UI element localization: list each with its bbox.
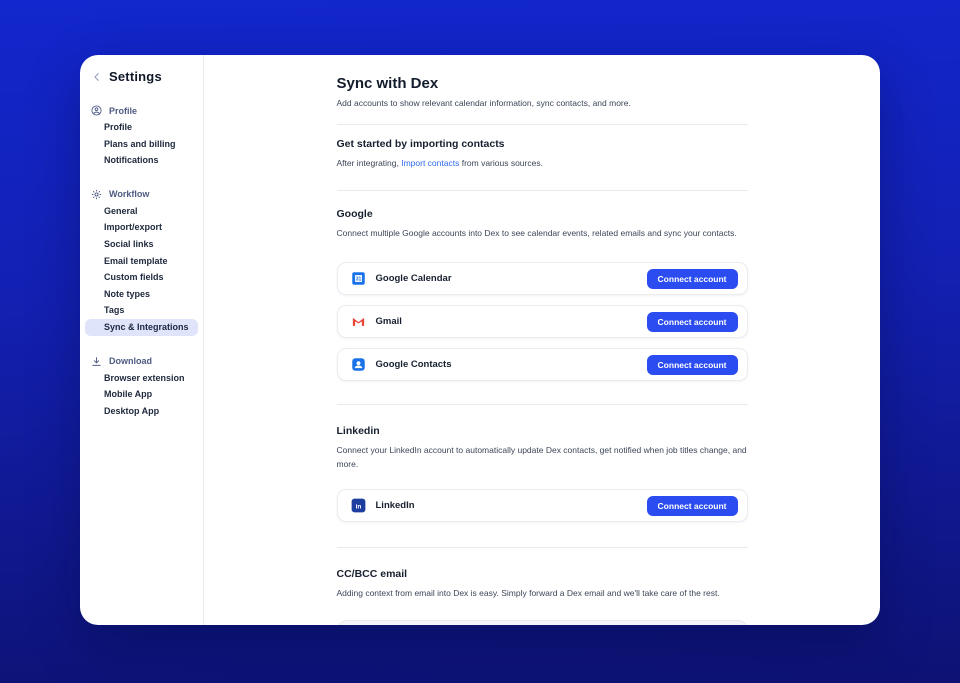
sidebar-nav: Profile Profile Plans and billing Notifi…	[80, 102, 203, 419]
linkedin-cards: in LinkedIn Connect account	[336, 489, 748, 522]
sidebar-section-label: Profile	[109, 105, 138, 116]
integration-label: Google Calendar	[375, 273, 452, 284]
sidebar-item-plans-and-billing[interactable]: Plans and billing	[104, 138, 176, 149]
sidebar-item-custom-fields[interactable]: Custom fields	[104, 272, 164, 283]
google-calendar-icon: 31	[351, 271, 366, 286]
sidebar-title: Settings	[109, 69, 162, 84]
sidebar-section-header-download: Download	[80, 353, 203, 370]
sidebar-section-label: Workflow	[109, 189, 150, 200]
svg-text:in: in	[355, 503, 361, 510]
get-started-heading: Get started by importing contacts	[336, 138, 505, 150]
google-cards: 31 Google Calendar Connect account Gmail…	[336, 262, 748, 381]
get-started-text-after: from various sources.	[459, 158, 543, 168]
linkedin-section-description: Connect your LinkedIn account to automat…	[336, 445, 747, 469]
sidebar-section-header-profile: Profile	[80, 102, 203, 119]
connect-linkedin-button[interactable]: Connect account	[646, 495, 738, 516]
sidebar-item-browser-extension[interactable]: Browser extension	[104, 372, 185, 383]
integration-label: LinkedIn	[375, 500, 415, 511]
connect-google-contacts-button[interactable]: Connect account	[646, 354, 738, 375]
sidebar-section-header-workflow: Workflow	[80, 186, 203, 203]
sidebar-item-note-types[interactable]: Note types	[104, 288, 151, 299]
page-subtitle: Add accounts to show relevant calendar i…	[336, 98, 631, 108]
sidebar-item-mobile-app[interactable]: Mobile App	[104, 389, 153, 400]
divider	[336, 547, 748, 548]
page-title: Sync with Dex	[336, 75, 439, 92]
sidebar: Settings Profile Profile Plans and billi…	[80, 55, 204, 625]
sidebar-item-general[interactable]: General	[104, 205, 138, 216]
svg-text:31: 31	[355, 277, 361, 283]
sync-settings-content: Sync with Dex Add accounts to show relev…	[336, 55, 748, 625]
integration-label: Gmail	[375, 316, 402, 327]
gear-icon	[91, 189, 102, 200]
google-section-heading: Google	[336, 207, 373, 220]
sidebar-item-notifications[interactable]: Notifications	[104, 155, 159, 166]
download-icon	[91, 356, 102, 367]
import-contacts-link[interactable]: Import contacts	[401, 158, 460, 168]
connect-google-calendar-button[interactable]: Connect account	[646, 268, 738, 289]
divider	[336, 189, 748, 191]
divider	[336, 404, 748, 405]
sidebar-section-download: Download Browser extension Mobile App De…	[80, 353, 203, 420]
sidebar-item-import-export[interactable]: Import/export	[104, 222, 163, 233]
user-circle-icon	[91, 105, 102, 116]
linkedin-card: in LinkedIn Connect account	[336, 489, 748, 522]
sidebar-item-profile[interactable]: Profile	[104, 122, 133, 132]
sidebar-section-workflow: Workflow General Import/export Social li…	[80, 186, 203, 336]
sidebar-item-desktop-app[interactable]: Desktop App	[104, 405, 160, 416]
google-contacts-icon	[351, 357, 366, 372]
get-started-text-before: After integrating,	[336, 158, 402, 168]
sidebar-section-label: Download	[109, 356, 152, 367]
sidebar-header: Settings	[80, 68, 203, 85]
settings-window: Settings Profile Profile Plans and billi…	[80, 55, 880, 625]
connect-gmail-button[interactable]: Connect account	[646, 311, 738, 332]
google-section-description: Connect multiple Google accounts into De…	[336, 227, 737, 238]
linkedin-icon: in	[351, 498, 366, 513]
linkedin-section-heading: Linkedin	[336, 425, 380, 437]
sidebar-section-profile: Profile Profile Plans and billing Notifi…	[80, 102, 203, 169]
gmail-icon	[351, 314, 366, 329]
chevron-left-icon	[92, 72, 102, 82]
gmail-card: Gmail Connect account	[336, 305, 748, 338]
divider	[336, 124, 748, 125]
integration-label: Google Contacts	[375, 359, 452, 370]
sidebar-item-social-links[interactable]: Social links	[104, 238, 154, 249]
google-calendar-card: 31 Google Calendar Connect account	[336, 262, 748, 295]
back-button[interactable]	[92, 72, 102, 82]
sidebar-item-email-template[interactable]: Email template	[104, 255, 168, 266]
main-panel: Sync with Dex Add accounts to show relev…	[204, 55, 880, 625]
sidebar-item-tags[interactable]: Tags	[104, 305, 125, 316]
ccbcc-section-description: Adding context from email into Dex is ea…	[336, 588, 720, 598]
ccbcc-section-heading: CC/BCC email	[336, 568, 408, 580]
sidebar-item-sync-integrations[interactable]: Sync & Integrations	[85, 318, 198, 336]
get-started-description: After integrating, Import contacts from …	[337, 157, 748, 171]
ccbcc-info-box	[336, 619, 748, 625]
google-contacts-card: Google Contacts Connect account	[336, 348, 748, 381]
